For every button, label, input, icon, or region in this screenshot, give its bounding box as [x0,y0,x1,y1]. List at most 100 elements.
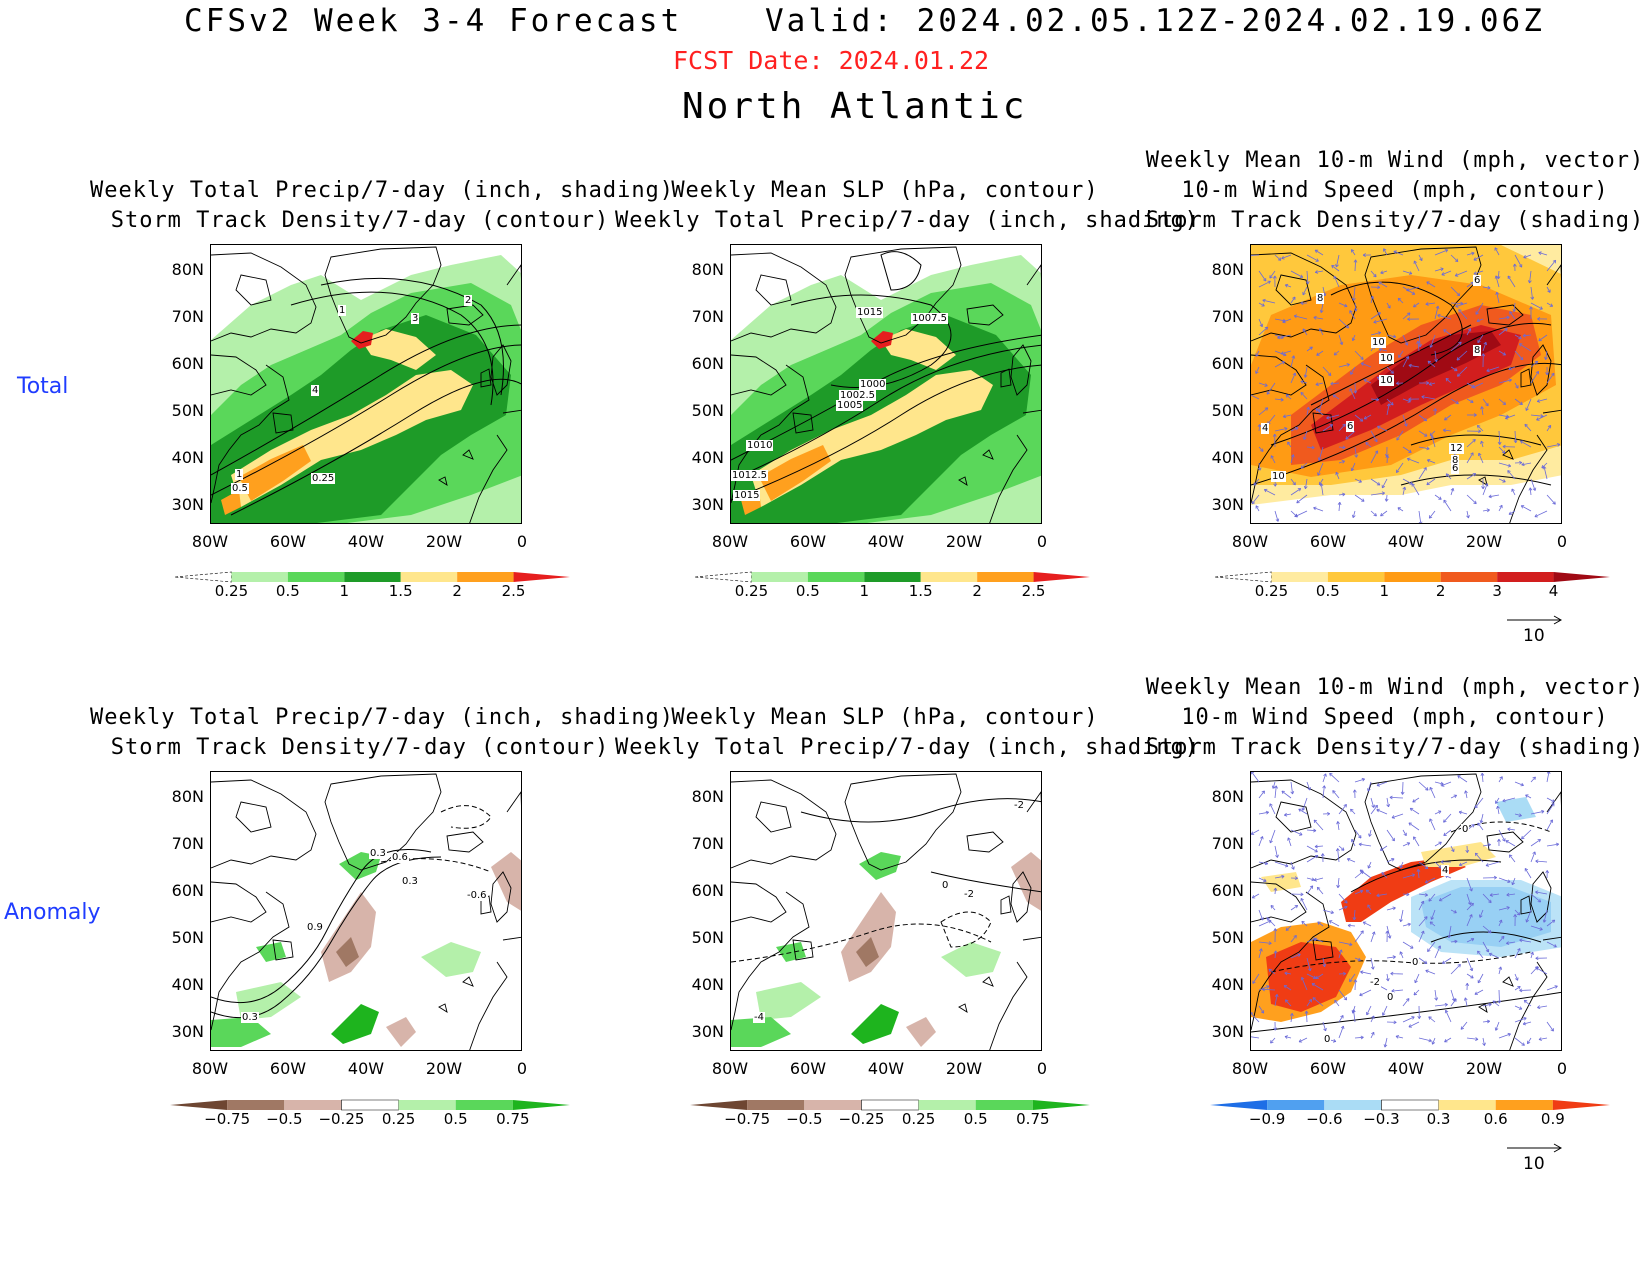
colorbar-swatch [1440,572,1498,582]
colorbar-swatch [513,572,570,582]
lat-tick-label: 60N [691,354,724,373]
lon-tick-label: 60W [269,532,307,551]
contour-label: 0.25 [311,473,336,484]
contour-label: 1010 [746,440,774,451]
contour-label: 8 [1451,455,1460,466]
lon-tick-label: 80W [711,532,749,551]
lat-tick-label: 70N [1211,834,1244,853]
row-label-anomaly: Anomaly [4,900,101,925]
colorbar-swatch [1214,571,1272,583]
lat-tick-label: 30N [171,495,204,514]
precip-anom-neg-0.25 [386,1017,416,1047]
colorbar-swatch [1438,1100,1496,1110]
panel-title-p6-line1: Weekly Mean 10-m Wind (mph, vector) [1145,675,1645,700]
lon-tick-label: 80W [1231,1059,1269,1078]
colorbar-swatch [1210,1100,1268,1110]
lon-tick-label: 0 [1036,532,1048,551]
lon-tick-label: 0 [516,532,528,551]
row-label-total: Total [17,374,69,399]
colorbar-label: 1.5 [388,582,413,600]
lat-tick-label: 80N [691,260,724,279]
colorbar-swatch [807,572,865,582]
precip-anom-0.5 [339,852,381,880]
contour-label: 1015 [733,490,761,501]
contour-label: 6 [1346,421,1355,432]
lat-tick-label: 80N [1211,787,1244,806]
lon-tick-label: 80W [191,1059,229,1078]
colorbar-swatch [1384,572,1441,582]
colorbar-swatch [1497,572,1554,582]
colorbar [690,1099,1090,1111]
precip-anom-neg-0.25 [841,892,896,982]
colorbar-label: 2 [452,582,462,600]
contour-label: 6 [1451,463,1460,474]
panel-title-p3-line1: Weekly Mean 10-m Wind (mph, vector) [1145,148,1645,173]
colorbar-swatch [512,1100,570,1110]
colorbar [1214,571,1610,583]
colorbar-swatch [341,1099,399,1111]
colorbar-swatch [227,1100,285,1110]
contour-label: 0 [1323,1034,1332,1045]
lon-tick-label: 40W [867,532,905,551]
panel-title-p5-line1: Weekly Mean SLP (hPa, contour) [671,705,1099,730]
contour-label: 0.9 [306,922,324,933]
lon-tick-label: 0 [1556,1059,1568,1078]
precip-2 [221,490,241,515]
contour-label: 0 [941,880,950,891]
map-precip-total: 1 3 2 4 1 0.5 0.25 [210,244,522,524]
colorbar-swatch [231,572,288,582]
lat-tick-label: 60N [171,354,204,373]
lat-tick-label: 70N [1211,307,1244,326]
storm-anom-0.9 [1341,857,1466,922]
contour-line [731,923,992,963]
colorbar-swatch [690,1100,748,1110]
lon-tick-label: 0 [1036,1059,1048,1078]
map-slp-total: 1015 1007.5 1000 1002.5 1005 1010 1012.5 1015 [730,244,1042,524]
lon-tick-label: 40W [1387,532,1425,551]
panel-title-p1-line1: Weekly Total Precip/7-day (inch, shading… [90,178,675,203]
contour-label: 10 [1271,471,1286,482]
lat-tick-label: 80N [171,787,204,806]
contour-label: 4 [1261,423,1270,434]
colorbar-label: 0.25 [1254,582,1289,600]
lon-tick-label: 20W [425,1059,463,1078]
contour-label: -0.6 [466,890,488,901]
precip-anom-neg-0.25 [491,852,521,911]
colorbar-swatch [1267,1100,1325,1110]
precip-anom-0.25 [941,942,1001,977]
colorbar-swatch [975,1100,1033,1110]
colorbar-label: 1 [1379,582,1390,600]
lat-tick-label: 70N [171,834,204,853]
contour-line [1251,991,1561,1033]
lon-tick-label: 40W [1387,1059,1425,1078]
contour-line [880,251,922,291]
colorbar-swatch [1495,1100,1553,1110]
lat-tick-label: 60N [1211,881,1244,900]
colorbar-swatch [1032,1100,1090,1110]
colorbar-label: −0.5 [266,1110,303,1128]
contour-label: 1005 [836,400,864,411]
colorbar-label: 0.6 [1483,1110,1508,1128]
map-precip-anomaly: 0.3 0.6 0.3 -0.6 0.9 0.3 [210,771,522,1051]
contour-label: 4 [1441,865,1450,876]
contour-line [1350,859,1502,893]
lat-tick-label: 60N [171,881,204,900]
lon-tick-label: 20W [1465,1059,1503,1078]
precip-anom-neg-0.25 [1011,852,1041,911]
lat-tick-label: 30N [691,1022,724,1041]
lat-tick-label: 40N [1211,448,1244,467]
lat-tick-label: 50N [691,401,724,420]
colorbar-label: 3 [1492,582,1502,600]
lon-tick-label: 20W [1465,532,1503,551]
colorbar-swatch [1033,572,1090,582]
colorbar-label: 0.25 [901,1110,936,1128]
contour-label: 0.3 [369,848,387,859]
contour-label: 2 [464,295,473,306]
map-wind-anomaly: 0 4 0 -2 0 0 [1250,771,1562,1051]
colorbar-label: 1 [339,582,350,600]
colorbar-label: −0.25 [318,1110,365,1128]
contour-line [930,871,1041,893]
lat-tick-label: 80N [691,787,724,806]
contour-label: 10 [1371,337,1386,348]
colorbar-swatch [920,572,978,582]
